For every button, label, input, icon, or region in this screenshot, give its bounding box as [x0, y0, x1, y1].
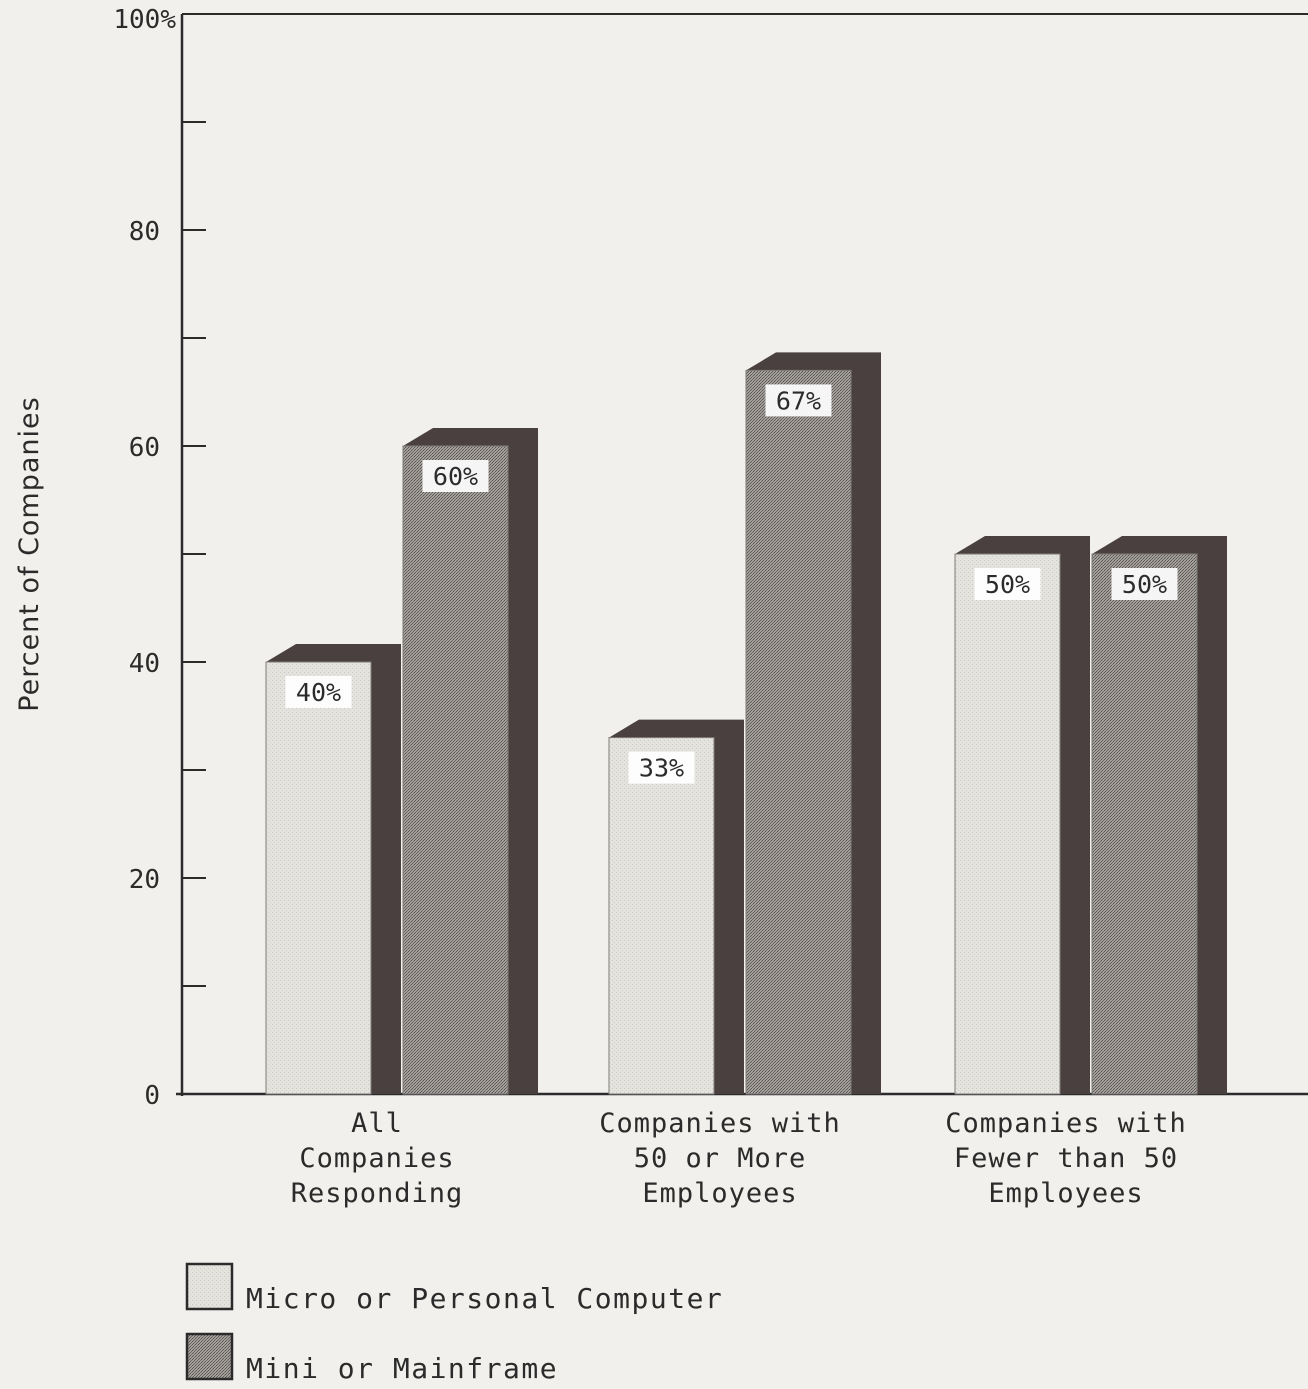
bars-layer: 40% 60% 33% 67% 50% 50% [265, 352, 1227, 1095]
data-label-box [285, 676, 352, 708]
y-tick-label: 60 [129, 433, 160, 463]
bar-micro [265, 661, 372, 1095]
x-tick-label: Companies with [945, 1108, 1187, 1139]
data-label-box [974, 568, 1041, 600]
x-tick-label: All [351, 1108, 403, 1139]
x-tick-label: Employees [642, 1178, 797, 1209]
legend-label: Mini or Mainframe [246, 1352, 558, 1385]
data-label: 50% [985, 570, 1030, 599]
legend-swatch [185, 1332, 234, 1381]
bar-mainframe [1091, 553, 1198, 1095]
data-label-box [422, 460, 489, 492]
data-label: 50% [1122, 570, 1167, 599]
y-axis-title: Percent of Companies [14, 396, 45, 711]
y-tick-label: 80 [129, 217, 160, 247]
y-tick-label: 0 [144, 1081, 160, 1111]
bar-micro-shadow [955, 536, 1090, 1094]
legend-label: Micro or Personal Computer [246, 1282, 723, 1315]
data-label-box [628, 751, 695, 784]
x-tick-label: 50 or More [634, 1143, 807, 1174]
data-label: 60% [433, 462, 478, 491]
data-label: 67% [776, 386, 821, 415]
legend: Micro or Personal Computer Mini or Mainfr… [185, 1262, 723, 1385]
y-tick-label: 40 [129, 649, 160, 679]
axes-layer: 0 20 40 60 80 100% Percent of Companies [14, 5, 1308, 1111]
bar-mainframe-shadow [1092, 536, 1227, 1094]
data-label: 40% [296, 678, 341, 707]
data-label: 33% [639, 754, 684, 783]
x-tick-label: Employees [988, 1178, 1143, 1209]
bar-micro-shadow [266, 644, 401, 1094]
bar-micro-shadow [609, 719, 744, 1094]
legend-swatch [185, 1262, 234, 1311]
bar-mainframe-shadow [746, 352, 881, 1094]
x-tick-labels: All Companies Responding Companies with 50 o… [291, 1108, 1187, 1209]
x-tick-label: Companies [299, 1143, 454, 1174]
x-tick-label: Responding [291, 1178, 464, 1209]
y-tick-label: 20 [129, 865, 160, 895]
bar-mainframe [402, 445, 509, 1095]
bar-micro [954, 553, 1061, 1095]
data-label-box [765, 384, 832, 417]
x-tick-label: Fewer than 50 [954, 1143, 1178, 1174]
data-label-box [1111, 568, 1178, 600]
x-tick-label: Companies with [599, 1108, 841, 1139]
y-tick-label: 100% [113, 5, 176, 35]
bar-micro [608, 737, 715, 1095]
bar-mainframe [745, 369, 852, 1095]
bar-mainframe-shadow [403, 428, 538, 1094]
